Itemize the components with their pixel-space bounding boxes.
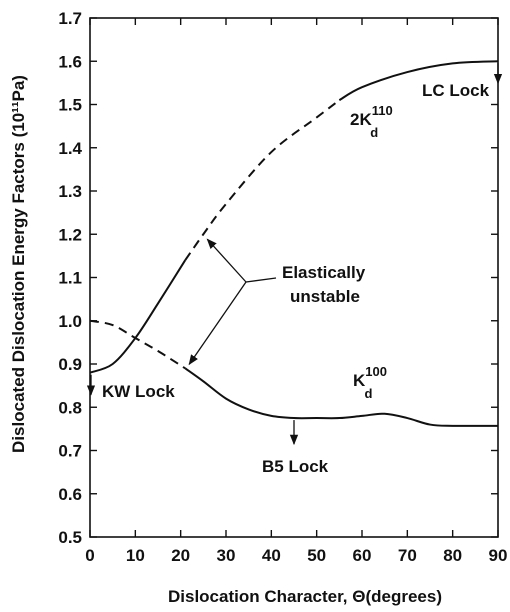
annotation-kw-lock: KW Lock xyxy=(102,382,175,401)
y-tick-label: 1.7 xyxy=(58,9,82,28)
series-2-stable-segment xyxy=(184,367,499,427)
x-tick-label: 10 xyxy=(126,546,145,565)
y-tick-label: 1.5 xyxy=(58,96,82,115)
annotation-lc-lock: LC Lock xyxy=(422,81,490,100)
y-tick-label: 0.8 xyxy=(58,398,82,417)
label-kd100: K100 d xyxy=(353,364,387,401)
annotation-b5-lock: B5 Lock xyxy=(262,457,329,476)
x-axis-title: Dislocation Character, Θ(degrees) xyxy=(168,587,442,606)
x-tick-label: 50 xyxy=(307,546,326,565)
annotation-unstable: unstable xyxy=(290,287,360,306)
x-tick-label: 30 xyxy=(217,546,236,565)
series-1-stable-segment xyxy=(338,60,499,102)
annotations: 2K110 d K100 d LC Lock KW Lock B5 Lock Elastica… xyxy=(86,63,503,476)
x-tick-label: 20 xyxy=(171,546,190,565)
unstable-pointer-stem xyxy=(245,277,277,283)
y-tick-label: 0.7 xyxy=(58,442,82,461)
ticks: 0.5 0.6 0.7 0.8 0.9 1.0 1.1 1.2 1.3 1.4 1.5 1.6 1.7 0… xyxy=(58,9,507,565)
unstable-arrow-upper xyxy=(206,238,247,283)
curves xyxy=(89,60,499,427)
x-tick-label: 80 xyxy=(443,546,462,565)
annotation-elastically: Elastically xyxy=(282,263,366,282)
y-tick-label: 1.0 xyxy=(58,312,82,331)
unstable-arrow-lower xyxy=(188,281,247,366)
y-tick-label: 1.6 xyxy=(58,52,82,71)
y-tick-label: 1.2 xyxy=(58,225,82,244)
y-tick-label: 0.6 xyxy=(58,485,82,504)
series-1-unstable-segment xyxy=(184,99,340,261)
x-tick-label: 40 xyxy=(262,546,281,565)
x-tick-label: 90 xyxy=(489,546,508,565)
series-1-stable-segment xyxy=(89,259,187,374)
y-axis-title: Dislocated Dislocation Energy Factors (1… xyxy=(9,75,28,453)
y-tick-label: 1.4 xyxy=(58,139,82,158)
y-tick-label: 0.9 xyxy=(58,355,82,374)
x-tick-label: 0 xyxy=(85,546,94,565)
label-2kd110: 2K110 d xyxy=(350,103,393,140)
series-2-unstable-segment xyxy=(89,319,186,370)
y-tick-label: 0.5 xyxy=(58,528,82,547)
x-tick-label: 70 xyxy=(398,546,417,565)
y-tick-label: 1.3 xyxy=(58,182,82,201)
x-tick-label: 60 xyxy=(353,546,372,565)
y-tick-label: 1.1 xyxy=(58,269,82,288)
